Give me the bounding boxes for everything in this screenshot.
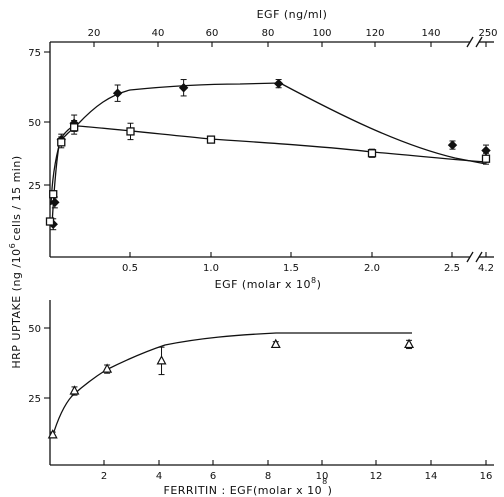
diamond-point [273, 78, 284, 89]
diamond-point [50, 197, 60, 208]
top-x-title-main: EGF (molar x 10 [215, 278, 311, 291]
y-title-tail: cells / 15 min) [10, 155, 23, 240]
top-ng-tick-label: 120 [365, 28, 384, 39]
square-point [57, 138, 66, 147]
top-ng-tick-label: 40 [152, 28, 165, 39]
top-x-tick-label: 2.5 [444, 263, 460, 274]
break-mark-top-1 [466, 36, 474, 48]
bottom-x-tick-label: 4 [156, 471, 162, 482]
top-x-tick-labels: 0.5 1.0 1.5 2.0 2.5 4.2 [122, 263, 494, 274]
triangle-point [69, 385, 80, 395]
top-axis-title: EGF (ng/ml) [257, 8, 328, 21]
break-mark-bottom-2 [475, 251, 483, 263]
top-x-tick-label: 2.0 [364, 263, 380, 274]
triangle-point [270, 338, 281, 349]
bottom-x-title-exp: 8 [322, 477, 328, 486]
bottom-y-ticks [44, 327, 50, 399]
top-ng-tick-label: 250 [478, 28, 497, 39]
top-x-tick-label: 1.5 [283, 263, 299, 274]
triangle-series-curve [51, 332, 412, 439]
triangle-point [102, 363, 113, 373]
triangle-point [156, 355, 167, 365]
square-point [367, 149, 377, 158]
top-ng-tick-label: 100 [312, 28, 331, 39]
bottom-x-axis-title: FERRITIN : EGF(molar x 108) [164, 477, 333, 497]
square-series-curve [50, 125, 487, 206]
square-point [126, 127, 135, 136]
top-y-tick-label: 75 [28, 48, 41, 59]
bottom-x-tick-label: 10 [316, 471, 329, 482]
top-ng-tick-label: 20 [88, 28, 101, 39]
top-x-tick-label: 4.2 [478, 263, 494, 274]
bottom-x-tick-label: 2 [101, 471, 107, 482]
top-ng-tick-label: 140 [421, 28, 440, 39]
top-ng-ticks [93, 42, 487, 47]
bottom-series-marks [47, 338, 415, 439]
bottom-x-tick-labels: 2 4 6 8 10 12 14 16 [101, 471, 493, 482]
top-y-tick-labels: 25 50 75 [28, 48, 41, 192]
square-point [45, 217, 55, 226]
triangle-point [404, 338, 415, 349]
top-x-axis-title: EGF (molar x 108) [215, 276, 322, 291]
bottom-chart: 25 50 2 4 6 8 10 12 14 16 FERRITIN : EGF… [28, 300, 494, 497]
diamond-point [112, 88, 123, 98]
top-x-ticks [129, 252, 487, 257]
y-title-exp: 6 [8, 243, 17, 249]
bottom-x-tick-label: 12 [370, 471, 383, 482]
top-y-tick-label: 50 [28, 118, 41, 129]
top-series-marks [45, 78, 491, 231]
break-mark-top-2 [475, 36, 483, 48]
bottom-x-ticks [103, 460, 487, 465]
top-chart: EGF (ng/ml) 20 40 60 80 100 12 [28, 8, 497, 291]
top-x-tick-label: 0.5 [122, 263, 138, 274]
top-x-tick-label: 1.0 [203, 263, 219, 274]
square-point [206, 135, 216, 144]
diamond-point [178, 83, 189, 93]
bottom-x-title-main: FERRITIN : EGF(molar x 10 [164, 484, 323, 497]
top-x-title-close: ) [317, 278, 322, 291]
bottom-x-tick-label: 16 [480, 471, 493, 482]
bottom-x-title-close: ) [328, 484, 333, 497]
top-y-tick-label: 25 [28, 181, 41, 192]
y-axis-title: HRP UPTAKE (ng /106 cells / 15 min) [8, 155, 23, 368]
square-point [49, 190, 58, 199]
square-point [70, 123, 79, 132]
square-point [481, 154, 491, 163]
diamond-point [447, 140, 458, 150]
bottom-y-tick-label: 50 [28, 324, 41, 335]
top-x-title-exp: 8 [311, 276, 317, 285]
top-y-ticks [44, 51, 50, 186]
top-ng-tick-label: 60 [206, 28, 219, 39]
triangle-point [47, 429, 58, 439]
break-mark-bottom-1 [466, 251, 474, 263]
y-title-main: HRP UPTAKE (ng /10 [10, 248, 23, 368]
bottom-y-tick-labels: 25 50 [28, 324, 41, 405]
diamond-series-curve [51, 82, 487, 226]
bottom-x-tick-label: 14 [425, 471, 438, 482]
top-ng-tick-labels: 20 40 60 80 100 120 140 250 [88, 28, 498, 39]
bottom-x-tick-label: 6 [210, 471, 216, 482]
top-ng-tick-label: 80 [262, 28, 275, 39]
bottom-x-tick-label: 8 [265, 471, 271, 482]
bottom-y-tick-label: 25 [28, 394, 41, 405]
